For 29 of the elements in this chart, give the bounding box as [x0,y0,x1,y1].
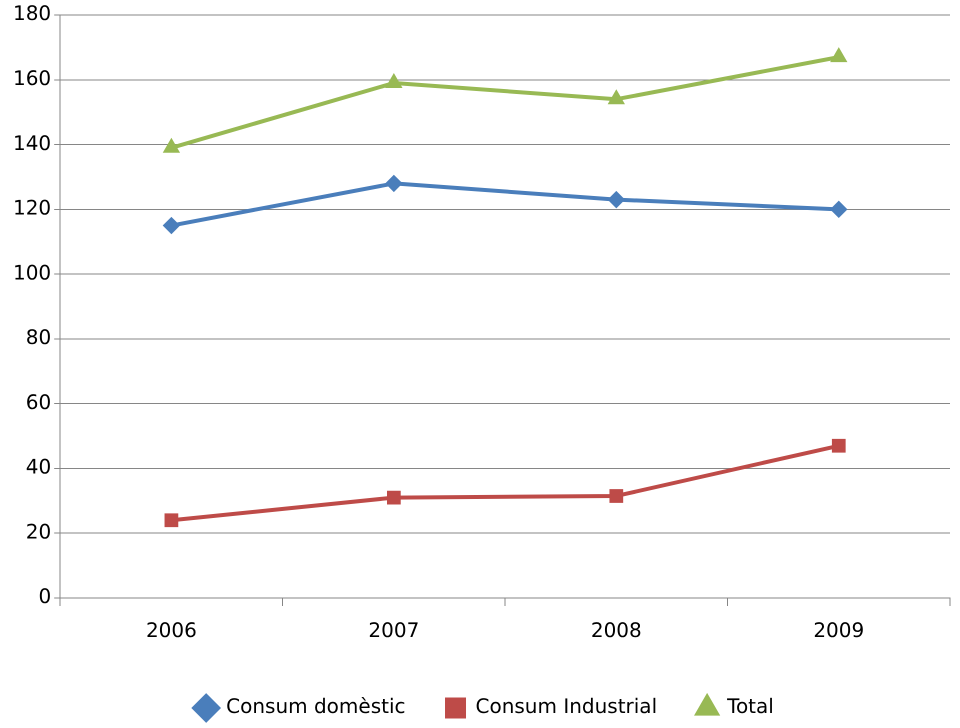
point [162,217,180,234]
x-tick-label: 2009 [813,618,864,642]
point [609,489,624,503]
point [386,74,402,88]
point [830,200,848,218]
y-tick-label: 160 [12,66,52,90]
point [163,138,180,153]
y-tick-label: 40 [26,454,52,479]
point [608,90,625,104]
point [832,438,846,453]
x-tick-label: 2008 [590,618,642,642]
legend-label: Total [726,694,774,718]
y-tick-label: 100 [12,260,52,284]
point [608,191,625,208]
point [830,48,848,62]
legend-label: Consum Industrial [476,694,658,718]
point [386,490,401,504]
y-tick-label: 140 [12,130,52,155]
x-tick-label: 2007 [368,618,420,642]
legend-label: Consum domèstic [226,694,406,718]
point [164,513,178,528]
y-tick-label: 0 [38,584,52,608]
y-tick-label: 60 [26,390,52,414]
point [385,174,402,192]
y-tick-label: 80 [26,325,52,350]
y-tick-label: 120 [12,196,52,220]
y-tick-label: 180 [12,1,52,26]
x-tick-label: 2006 [146,618,197,642]
y-tick-label: 20 [26,519,52,544]
